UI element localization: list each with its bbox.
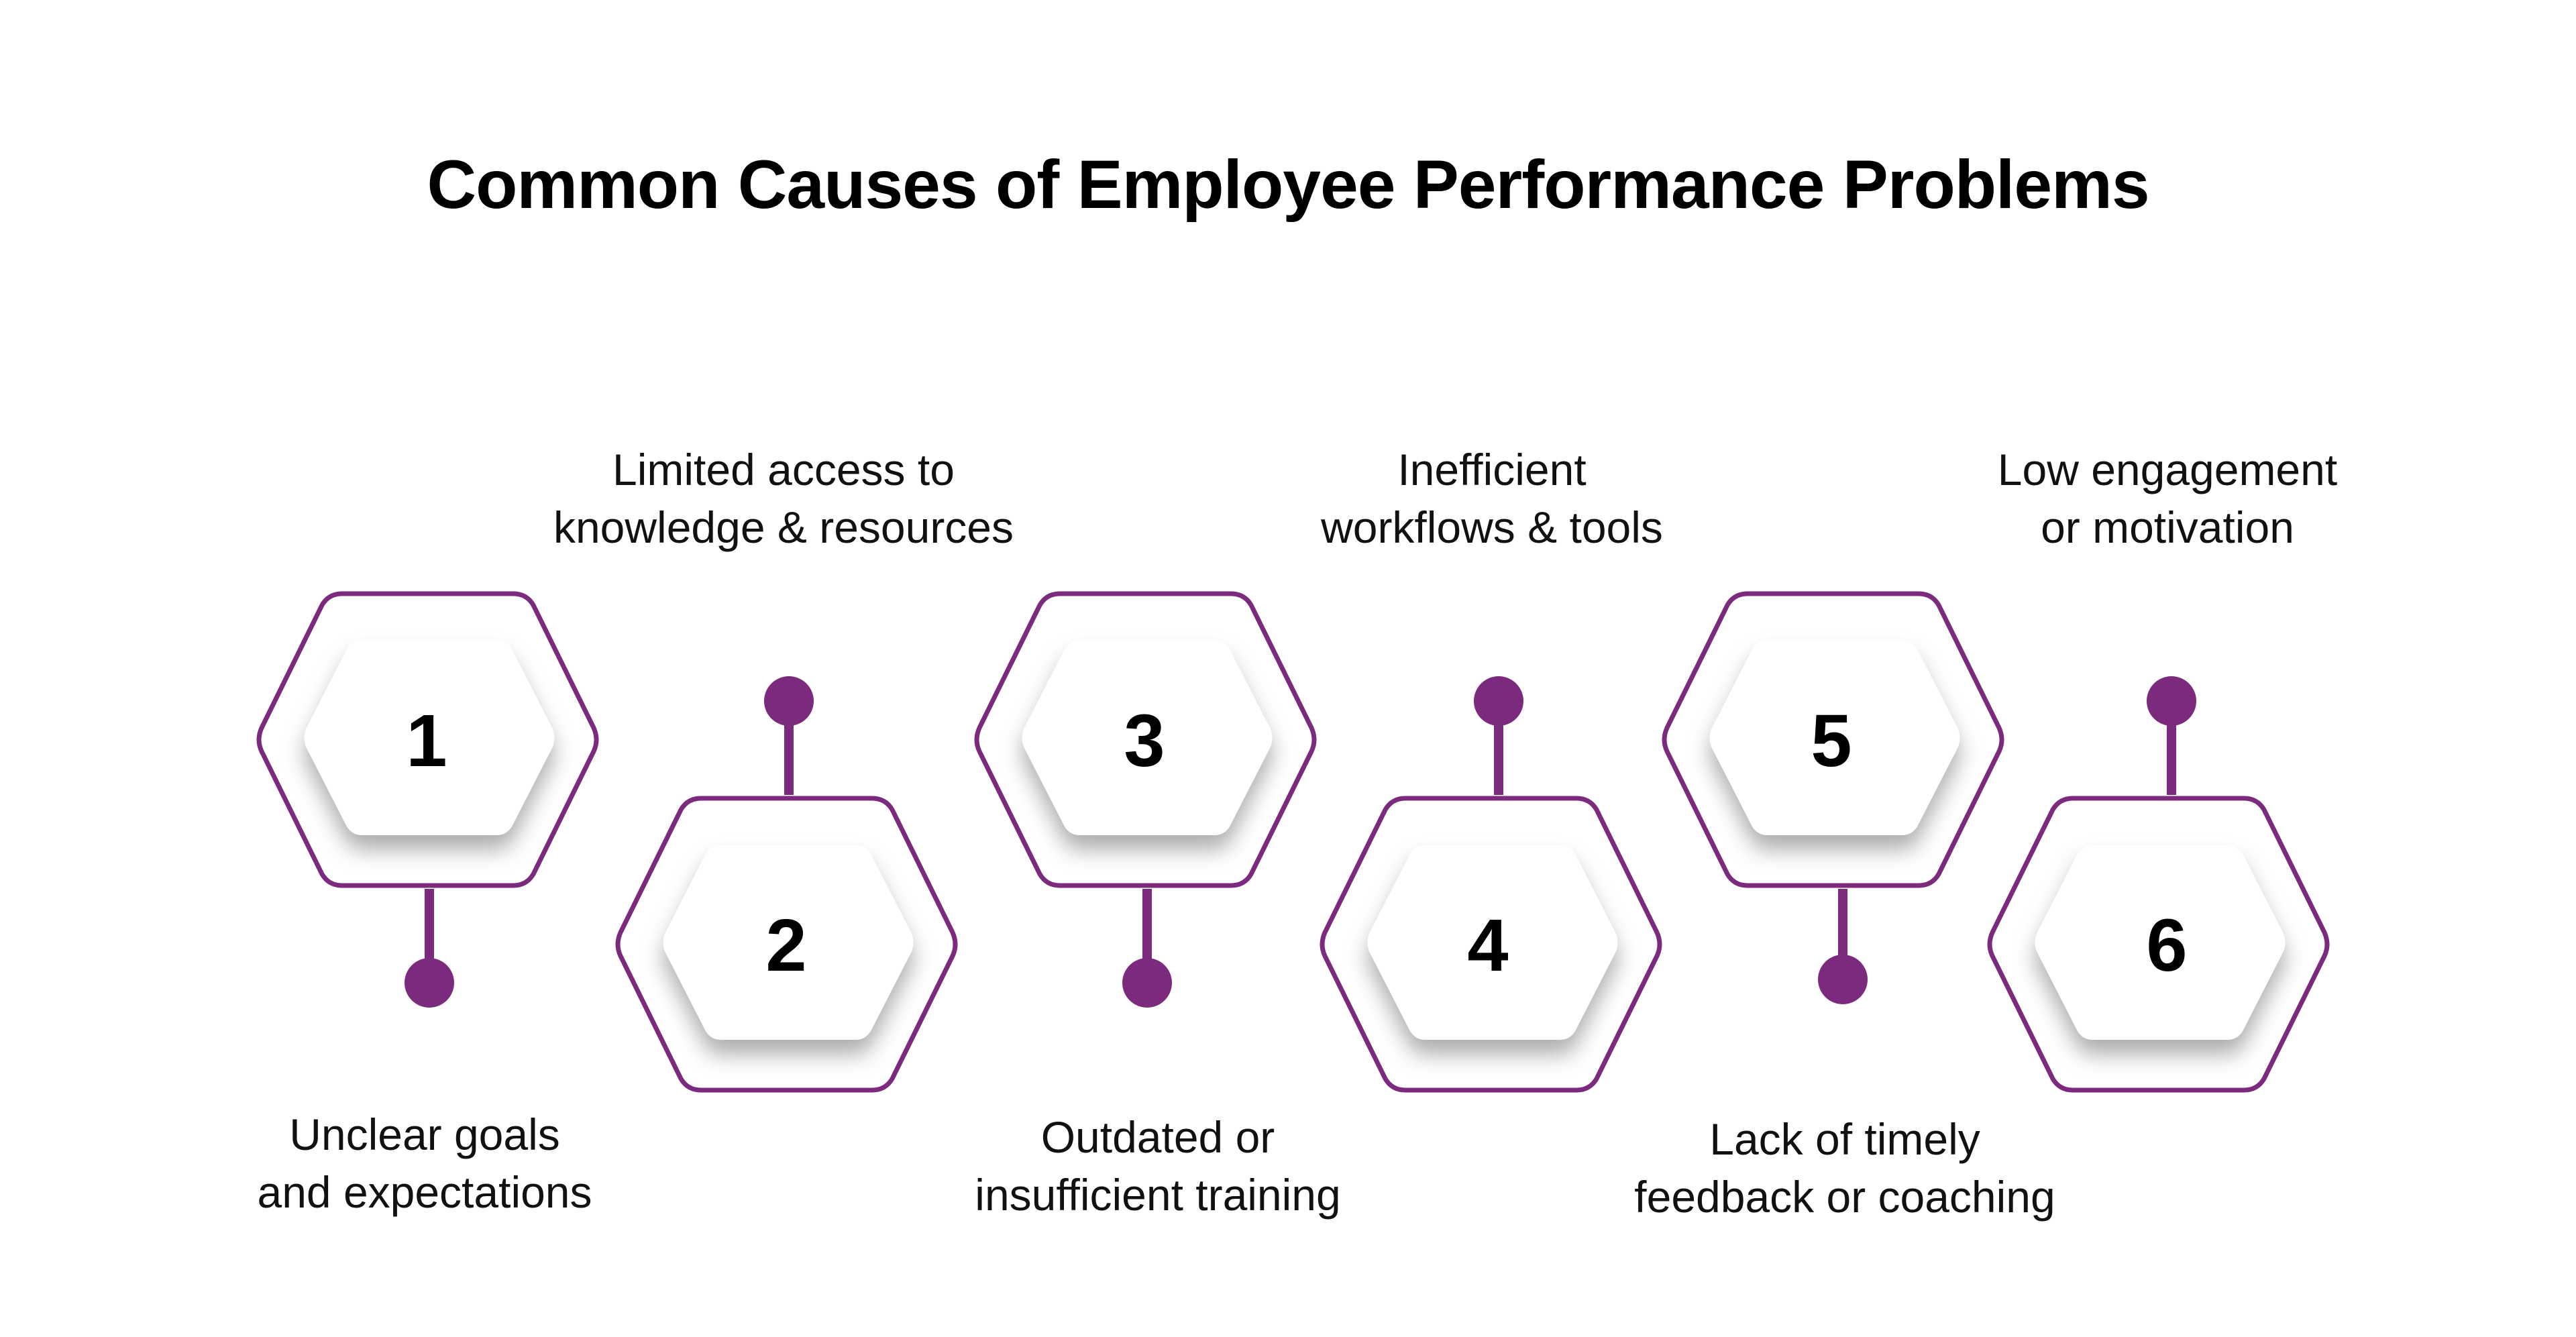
hexagon-6: 6: [1987, 796, 2330, 1093]
step-number-5: 5: [1811, 700, 1851, 782]
step-label-5: Lack of timely feedback or coaching: [1543, 1110, 2147, 1226]
step-label-4: Inefficient workflows & tools: [1190, 441, 1794, 556]
step-label-3: Outdated or insufficient training: [856, 1108, 1460, 1224]
connector-1: [405, 889, 454, 1008]
connector-dot-4: [1474, 676, 1523, 726]
connector-3: [1122, 889, 1172, 1008]
step-label-6: Low engagement or motivation: [1866, 441, 2469, 556]
page-title: Common Causes of Employee Performance Pr…: [427, 146, 2149, 223]
hexagon-2: 2: [615, 796, 958, 1093]
hexagon-4: 4: [1320, 796, 1662, 1093]
connector-5: [1818, 889, 1868, 1004]
step-label-4-line1: Inefficient: [1397, 445, 1587, 494]
step-label-2-line2: knowledge & resources: [553, 502, 1014, 552]
step-label-6-line2: or motivation: [2041, 502, 2294, 552]
step-label-1-line2: and expectations: [257, 1167, 592, 1217]
connector-dot-5: [1818, 955, 1868, 1004]
hexagon-5: 5: [1662, 591, 2004, 888]
connector-dot-2: [764, 676, 814, 726]
step-label-5-line1: Lack of timely: [1709, 1114, 1980, 1164]
connector-2: [764, 676, 814, 795]
step-label-1-line1: Unclear goals: [289, 1110, 560, 1159]
step-label-1: Unclear goals and expectations: [123, 1106, 727, 1221]
connector-dot-1: [405, 958, 454, 1008]
connector-6: [2147, 676, 2196, 795]
step-label-2: Limited access to knowledge & resources: [482, 441, 1085, 556]
step-number-4: 4: [1467, 904, 1508, 987]
step-label-6-line1: Low engagement: [1997, 445, 2338, 494]
step-number-1: 1: [406, 700, 447, 782]
step-label-3-line2: insufficient training: [975, 1170, 1341, 1220]
step-number-2: 2: [765, 904, 806, 987]
step-label-2-line1: Limited access to: [612, 445, 955, 494]
step-label-5-line2: feedback or coaching: [1634, 1172, 2055, 1222]
connector-dot-6: [2147, 676, 2196, 726]
step-label-3-line1: Outdated or: [1040, 1112, 1275, 1162]
step-number-6: 6: [2146, 904, 2187, 987]
connector-dot-3: [1122, 958, 1172, 1008]
hexagon-1: 1: [256, 591, 599, 888]
hexagon-3: 3: [974, 591, 1317, 888]
step-number-3: 3: [1124, 700, 1165, 782]
connector-4: [1474, 676, 1523, 795]
step-label-4-line2: workflows & tools: [1321, 502, 1663, 552]
